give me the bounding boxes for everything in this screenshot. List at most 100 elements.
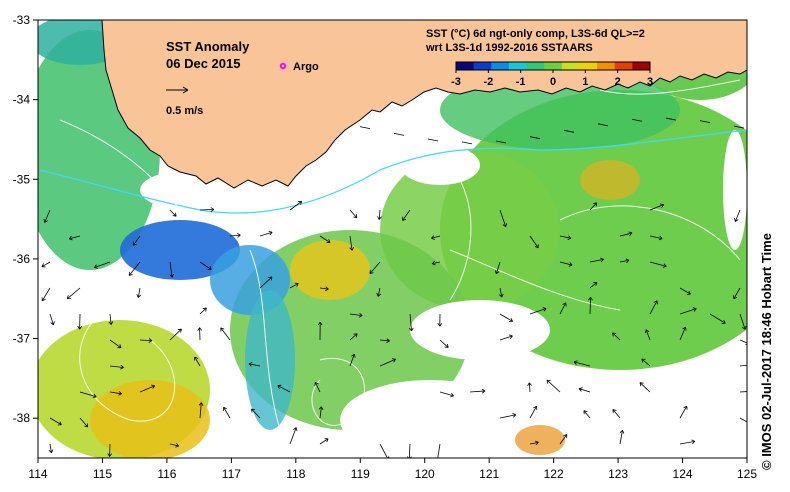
current-vector — [289, 200, 302, 211]
current-vector — [499, 209, 507, 227]
current-vector-head — [567, 235, 572, 240]
current-vector-head — [612, 409, 617, 414]
colorbar-tick-label: 3 — [647, 76, 653, 88]
current-vector — [499, 335, 513, 341]
current-vector — [199, 261, 212, 270]
current-vector — [529, 136, 541, 140]
current-vector — [439, 391, 454, 397]
current-vector — [44, 209, 51, 223]
current-vector — [589, 297, 591, 315]
current-vector-head — [349, 246, 354, 251]
argo-float-marker — [279, 62, 287, 70]
product-description: SST (°C) 6d ngt-only comp, L3S-6d QL>=2 — [426, 28, 645, 40]
current-vector-head — [136, 294, 142, 298]
current-vector-head — [562, 302, 567, 307]
current-vector — [499, 414, 516, 419]
current-vector — [277, 385, 291, 393]
current-vector-head — [325, 286, 329, 292]
current-vector-head — [512, 413, 517, 418]
current-vector — [139, 339, 152, 342]
current-vector-head — [120, 364, 124, 370]
current-vector — [169, 209, 177, 217]
current-vector-head — [563, 434, 568, 439]
current-vector-head — [324, 438, 329, 443]
current-vector — [68, 235, 81, 240]
latitude-axis: -33 -34 -35 -36 -37 -38 — [13, 13, 38, 425]
current-vector — [289, 427, 297, 445]
current-vector — [583, 410, 591, 419]
current-vector — [641, 358, 651, 367]
colorbar-tick-label: 1 — [582, 76, 588, 88]
current-vector-head — [94, 264, 98, 269]
colorbar-swatch — [561, 62, 580, 70]
current-vector-head — [641, 358, 646, 363]
current-vector-head — [210, 207, 215, 212]
current-vector-head — [294, 282, 299, 287]
current-vector — [220, 327, 231, 341]
current-vector — [645, 329, 651, 341]
current-vector — [137, 287, 141, 298]
current-vector — [709, 313, 726, 324]
current-vector — [734, 209, 741, 222]
current-vector-head — [692, 307, 697, 312]
current-vector — [369, 261, 381, 274]
current-vector-head — [207, 266, 212, 270]
current-vector — [679, 287, 691, 295]
current-vector-head — [498, 293, 504, 298]
current-vector-head — [542, 307, 547, 312]
current-vector — [41, 287, 51, 302]
current-vector — [733, 287, 741, 300]
current-vector — [379, 443, 388, 458]
current-vector — [563, 129, 575, 133]
x-tick-label: 121 — [479, 467, 499, 481]
current-vector — [679, 440, 695, 445]
current-vector — [169, 261, 173, 278]
current-vector — [109, 339, 122, 349]
current-vector — [289, 283, 299, 289]
current-vector — [529, 406, 537, 419]
current-vector-head — [745, 340, 747, 345]
current-vector-head — [533, 405, 538, 410]
current-vector-head — [481, 388, 486, 394]
current-vector — [495, 261, 501, 274]
current-vector — [259, 276, 273, 289]
current-vector — [649, 300, 658, 315]
current-vector — [649, 261, 667, 267]
current-vector — [739, 364, 747, 367]
sst-anomaly-field — [38, 20, 747, 458]
current-vector — [529, 441, 539, 445]
current-vector — [469, 390, 486, 393]
current-vector-head — [197, 327, 203, 331]
current-vector-head — [202, 307, 207, 312]
current-vector — [589, 202, 597, 211]
current-vector-head — [588, 296, 593, 301]
current-vector-head — [431, 260, 436, 266]
current-vector-head — [683, 405, 688, 410]
current-vector — [649, 204, 664, 211]
argo-legend-label: Argo — [293, 61, 319, 73]
colorbar-swatch — [526, 62, 545, 70]
current-vector — [49, 443, 52, 453]
current-vector-head — [662, 263, 667, 268]
current-vector — [49, 313, 54, 325]
current-vector-head — [691, 439, 696, 445]
current-vector-head — [92, 393, 97, 399]
current-vector — [679, 405, 688, 419]
current-vector — [94, 261, 111, 268]
current-vector-head — [534, 244, 539, 249]
colorbar-swatch — [614, 62, 633, 70]
current-vector-head — [317, 321, 323, 326]
current-vector — [349, 209, 358, 219]
current-vector-head — [385, 456, 390, 458]
current-vector-head — [583, 410, 588, 415]
x-tick-label: 115 — [93, 467, 112, 481]
current-vector-head — [593, 202, 598, 207]
current-vector-head — [653, 300, 658, 305]
current-vector — [229, 234, 241, 237]
current-vector-head — [578, 387, 583, 392]
current-vector-head — [66, 295, 71, 300]
current-vector-head — [502, 223, 508, 228]
current-vector-head — [682, 326, 687, 331]
current-vector-head — [660, 203, 665, 208]
